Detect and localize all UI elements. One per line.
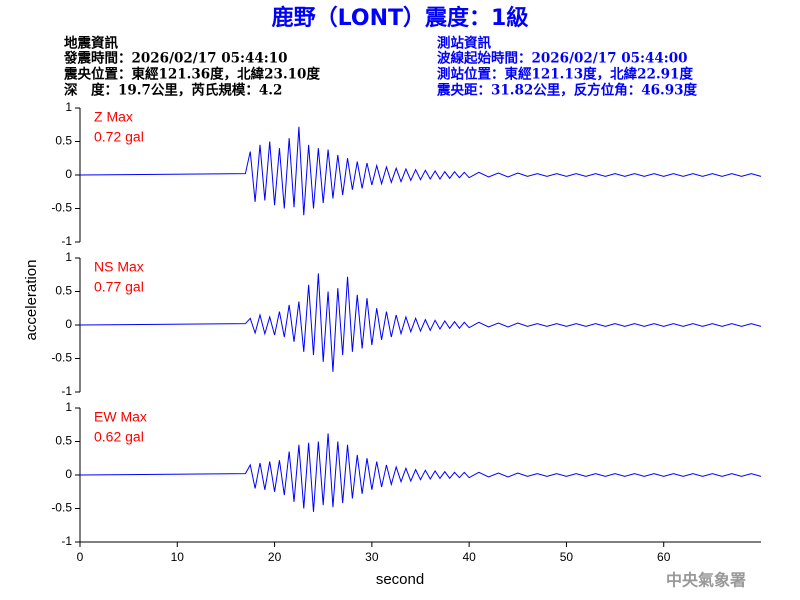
waveform xyxy=(79,126,762,216)
info-line: 地震資訊 xyxy=(64,35,118,52)
y-tick-label: 0.5 xyxy=(55,134,72,148)
y-tick-label: 1 xyxy=(65,250,72,264)
waveform xyxy=(79,433,762,512)
x-tick-label: 50 xyxy=(560,550,574,564)
x-axis-label: second xyxy=(376,571,424,588)
y-tick-label: 1 xyxy=(65,100,72,114)
max-label: 0.72 gal xyxy=(94,129,144,145)
x-tick-label: 0 xyxy=(77,550,84,564)
max-label: 0.62 gal xyxy=(94,429,144,445)
component-label: EW Max xyxy=(94,409,147,425)
y-tick-label: -0.5 xyxy=(51,501,72,515)
y-tick-label: 0 xyxy=(65,467,72,481)
y-tick-label: 1 xyxy=(65,400,72,414)
info-line: 測站資訊 xyxy=(437,35,491,52)
y-tick-label: -1 xyxy=(61,534,72,548)
y-tick-label: 0.5 xyxy=(55,434,72,448)
waveform xyxy=(79,273,762,372)
x-tick-label: 10 xyxy=(171,550,185,564)
x-tick-label: 40 xyxy=(462,550,476,564)
y-tick-label: 0 xyxy=(65,317,72,331)
y-tick-label: -1 xyxy=(61,384,72,398)
info-line: 震央距：31.82公里，反方位角：46.93度 xyxy=(436,82,698,99)
info-line: 測站位置：東經121.13度，北緯22.91度 xyxy=(437,66,693,83)
title: 鹿野（LONT）震度：1級 xyxy=(272,5,529,31)
y-tick-label: -0.5 xyxy=(51,201,72,215)
y-tick-label: 0.5 xyxy=(55,284,72,298)
info-line: 深 度：19.7公里，芮氏規模：4.2 xyxy=(64,82,282,99)
x-tick-label: 60 xyxy=(657,550,671,564)
info-line: 波線起始時間：2026/02/17 05:44:00 xyxy=(437,50,688,67)
component-label: NS Max xyxy=(94,259,144,275)
component-label: Z Max xyxy=(94,109,133,125)
y-tick-label: -0.5 xyxy=(51,351,72,365)
y-tick-label: -1 xyxy=(61,234,72,248)
y-tick-label: 0 xyxy=(65,167,72,181)
watermark: 中央氣象署 xyxy=(666,571,746,590)
x-tick-label: 20 xyxy=(268,550,282,564)
info-line: 發震時間：2026/02/17 05:44:10 xyxy=(63,50,288,67)
max-label: 0.77 gal xyxy=(94,279,144,295)
info-line: 震央位置：東經121.36度，北緯23.10度 xyxy=(63,66,320,83)
y-axis-label: acceleration xyxy=(23,260,40,341)
x-tick-label: 30 xyxy=(365,550,379,564)
